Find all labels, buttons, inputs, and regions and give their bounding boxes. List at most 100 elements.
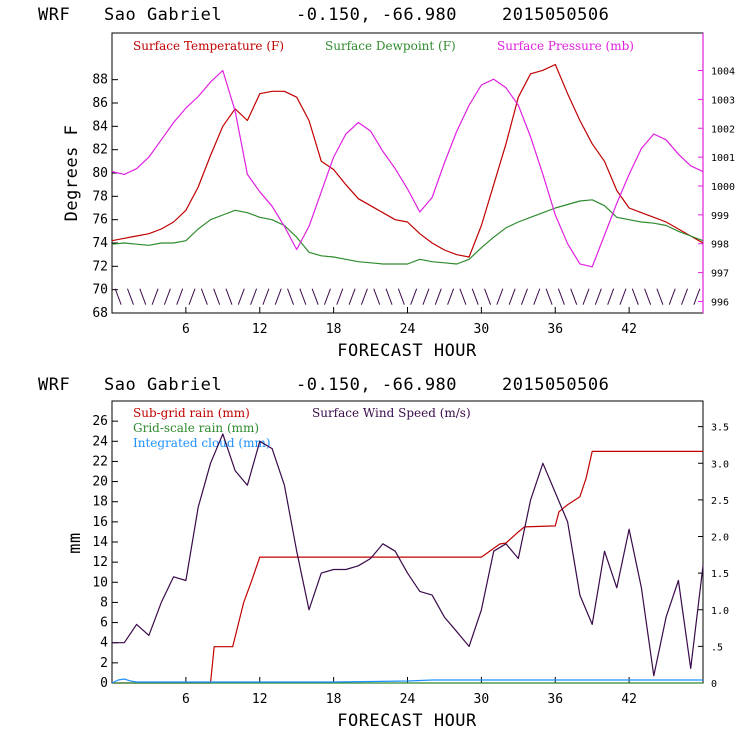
wind-barb bbox=[644, 288, 652, 305]
x-tick-label: 6 bbox=[182, 692, 190, 707]
y-tick-label: 86 bbox=[92, 96, 108, 111]
y2-tick-label: 999 bbox=[711, 211, 729, 222]
wind-barb bbox=[163, 288, 171, 305]
x-tick-label: 42 bbox=[621, 322, 637, 337]
wind-barb bbox=[262, 288, 270, 305]
wind-barb bbox=[471, 288, 479, 305]
y-axis-label-top: Degrees F bbox=[62, 125, 82, 222]
wind-barb bbox=[176, 288, 184, 305]
series-lines-bottom bbox=[111, 433, 704, 684]
y2-tick-label: 1001 bbox=[711, 153, 735, 164]
wind-barb bbox=[311, 288, 319, 305]
y-tick-label: 26 bbox=[92, 414, 108, 429]
wind-barb bbox=[570, 288, 578, 305]
x-ticks-bottom: 6 12 18 24 30 36 42 bbox=[182, 677, 637, 707]
y-tick-label: 20 bbox=[92, 475, 108, 490]
wind-barb bbox=[188, 288, 196, 305]
wind-barb bbox=[373, 288, 381, 305]
wind-barb bbox=[434, 288, 442, 305]
wind-barb bbox=[422, 288, 430, 305]
y-tick-label: 10 bbox=[92, 575, 108, 590]
wind-barb bbox=[114, 288, 122, 305]
wind-barb bbox=[139, 288, 147, 305]
series-lines-top bbox=[111, 63, 704, 268]
y-tick-label: 6 bbox=[100, 616, 108, 631]
wind-barb bbox=[237, 288, 245, 305]
y-tick-label: 14 bbox=[92, 535, 108, 550]
wind-barb bbox=[299, 288, 307, 305]
wind-barb bbox=[324, 288, 331, 305]
wind-barb bbox=[693, 288, 701, 305]
x-axis-label-top: FORECAST HOUR bbox=[337, 341, 477, 361]
y-tick-label: 68 bbox=[92, 306, 108, 321]
wind-barb bbox=[336, 288, 344, 305]
y-tick-label: 8 bbox=[100, 595, 108, 610]
y2-tick-label: 1002 bbox=[711, 124, 735, 135]
surface-temperature-f-line bbox=[111, 63, 704, 258]
surface-dewpoint-f-line bbox=[111, 199, 704, 265]
title-run: 2015050506 bbox=[502, 5, 609, 25]
y-tick-label: 4 bbox=[100, 636, 108, 651]
wind-barb bbox=[619, 288, 627, 305]
x-tick-label: 12 bbox=[252, 692, 268, 707]
y-tick-label: 84 bbox=[92, 119, 108, 134]
x-tick-label: 18 bbox=[326, 322, 342, 337]
y2-tick-label: 2.0 bbox=[711, 533, 729, 544]
title-model: WRF bbox=[38, 5, 70, 25]
wind-barb bbox=[594, 288, 602, 305]
wind-barb bbox=[545, 288, 553, 305]
y2-tick-label: 3.5 bbox=[711, 423, 729, 434]
title2-station: Sao Gabriel bbox=[104, 375, 222, 395]
y2-tick-label: 1000 bbox=[711, 182, 735, 193]
y-tick-label: 12 bbox=[92, 555, 108, 570]
y2-tick-label: .5 bbox=[711, 642, 723, 653]
wind-barb bbox=[151, 288, 159, 305]
x-tick-label: 36 bbox=[547, 322, 563, 337]
legend-temperature: Surface Temperature (F) bbox=[133, 39, 284, 53]
y-tick-label: 82 bbox=[92, 143, 108, 158]
wind-barb bbox=[508, 288, 516, 305]
wind-barb bbox=[631, 288, 639, 305]
wind-barb bbox=[287, 288, 294, 305]
y-ticks-top: 68 70 72 74 76 78 80 82 84 86 88 bbox=[92, 73, 118, 321]
legend-wind-speed: Surface Wind Speed (m/s) bbox=[312, 406, 471, 420]
wind-barb bbox=[397, 288, 405, 305]
y2-tick-label: 1.0 bbox=[711, 606, 729, 617]
wind-barb bbox=[213, 288, 221, 305]
panel-precipitation: WRF Sao Gabriel -0.150, -66.980 20150505… bbox=[38, 375, 729, 731]
x-tick-label: 42 bbox=[621, 692, 637, 707]
wind-barb bbox=[681, 288, 688, 305]
wind-barb bbox=[225, 288, 233, 305]
wind-barb bbox=[250, 288, 258, 305]
x-tick-label: 30 bbox=[474, 322, 490, 337]
title-coords: -0.150, -66.980 bbox=[296, 5, 457, 25]
legend-dewpoint: Surface Dewpoint (F) bbox=[325, 39, 456, 53]
wind-barb bbox=[385, 288, 393, 305]
wind-barb bbox=[668, 288, 676, 305]
wind-barb bbox=[200, 288, 208, 305]
y2-tick-label: 1.5 bbox=[711, 569, 729, 580]
wind-barb bbox=[127, 288, 134, 305]
wind-barb bbox=[360, 288, 368, 305]
y-tick-label: 74 bbox=[92, 236, 108, 251]
y2-tick-label: 1003 bbox=[711, 95, 735, 106]
title2-coords: -0.150, -66.980 bbox=[296, 375, 457, 395]
wind-barb bbox=[582, 288, 590, 305]
wind-barb bbox=[521, 288, 528, 305]
panel-temperature: WRF Sao Gabriel -0.150, -66.980 20150505… bbox=[38, 5, 735, 361]
y2-tick-label: 1004 bbox=[711, 67, 735, 78]
wind-barb bbox=[459, 288, 467, 305]
sub-grid-rain-mm-line bbox=[112, 450, 703, 684]
title2-model: WRF bbox=[38, 375, 70, 395]
x-tick-label: 24 bbox=[400, 692, 416, 707]
y-tick-label: 78 bbox=[92, 189, 108, 204]
y-tick-label: 24 bbox=[92, 434, 108, 449]
y-tick-label: 72 bbox=[92, 259, 108, 274]
y-tick-label: 76 bbox=[92, 213, 108, 228]
y2-ticks-top: 996 997 998 999 1000 1001 1002 1003 1004 bbox=[698, 67, 735, 308]
wind-barb bbox=[348, 288, 356, 305]
y-tick-label: 2 bbox=[100, 656, 108, 671]
y-tick-label: 16 bbox=[92, 515, 108, 530]
